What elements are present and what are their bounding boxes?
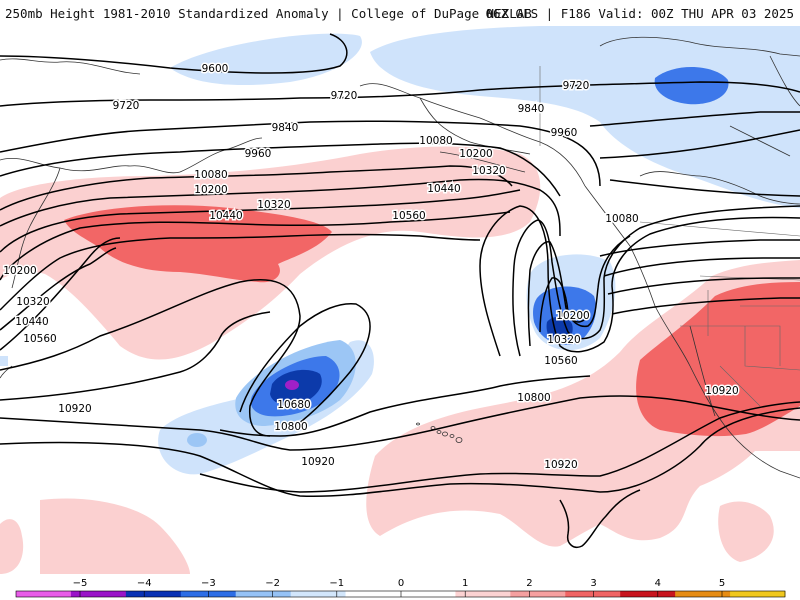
- contour-label-10680a: 10680: [277, 399, 310, 411]
- colorbar-swatch: [620, 591, 676, 597]
- colorbar-swatch: [290, 591, 347, 597]
- colorbar-tick-label: −1: [329, 578, 344, 589]
- contour-label-10200a: 10200: [194, 184, 227, 196]
- contour-label-10560c: 10560: [544, 355, 577, 367]
- colorbar-tick-label: 1: [462, 578, 468, 589]
- contour-label-9600a: 9600: [202, 63, 229, 75]
- colorbar-swatch: [675, 591, 731, 597]
- contour-label-10440b: 10440: [427, 183, 460, 195]
- contour-label-10320d: 10320: [547, 334, 580, 346]
- negative-anomaly-fill: [0, 26, 800, 475]
- contour-label-10080a: 10080: [194, 169, 227, 181]
- contour-label-9840a: 9840: [272, 122, 299, 134]
- contour-label-9720b: 9720: [331, 90, 358, 102]
- header-bar: 250mb Height 1981-2010 Standardized Anom…: [0, 0, 800, 26]
- colorbar-swatch: [16, 591, 72, 597]
- colorbar-swatch: [730, 591, 786, 597]
- contour-label-9840b: 9840: [518, 103, 545, 115]
- header-run-info: 06Z GFS | F186 Valid: 00Z THU APR 03 202…: [485, 6, 794, 21]
- colorbar-swatch: [345, 591, 401, 597]
- colorbar: −5 −4 −3 −2 −1 0 1 2 3 4 5: [15, 578, 786, 598]
- colorbar-swatch: [565, 591, 621, 597]
- contour-label-10200b: 10200: [459, 148, 492, 160]
- colorbar-tick-label: −5: [73, 578, 88, 589]
- colorbar-tick-label: −4: [137, 578, 152, 589]
- colorbar-tick-label: −2: [265, 578, 280, 589]
- contour-label-10920b: 10920: [301, 456, 334, 468]
- colorbar-swatch: [125, 591, 182, 597]
- contour-label-10200d: 10200: [556, 310, 589, 322]
- contour-label-10560b: 10560: [23, 333, 56, 345]
- colorbar-swatch: [510, 591, 566, 597]
- colorbar-tick-label: 2: [526, 578, 532, 589]
- hawaii-islands: [416, 422, 463, 443]
- colorbar-tick-label: −3: [201, 578, 216, 589]
- contour-labels: 9600 9720 9720 9720 9840 9840 9960 9960 10080 100…: [2, 62, 740, 473]
- colorbar-swatches: [15, 590, 786, 598]
- contour-label-10800a: 10800: [274, 421, 307, 433]
- height-contours: [0, 33, 800, 548]
- contour-label-10320a: 10320: [257, 199, 290, 211]
- colorbar-tick-label: 0: [398, 578, 404, 589]
- contour-label-10560a: 10560: [392, 210, 425, 222]
- colorbar-swatch: [455, 591, 511, 597]
- contour-label-10920a: 10920: [58, 403, 91, 415]
- contour-label-9720a: 9720: [113, 100, 140, 112]
- contour-label-10920d: 10920: [705, 385, 738, 397]
- contour-label-10440a: 10440: [209, 210, 242, 222]
- colorbar-tick-label: 3: [590, 578, 596, 589]
- contour-label-10080c: 10080: [605, 213, 638, 225]
- colorbar-tick-label: 5: [719, 578, 725, 589]
- contour-label-9960a: 9960: [245, 148, 272, 160]
- colorbar-swatch: [400, 591, 456, 597]
- contour-label-10800b: 10800: [517, 392, 550, 404]
- colorbar-swatch: [235, 591, 292, 597]
- colorbar-outline: [15, 590, 786, 598]
- contour-label-10080b: 10080: [419, 135, 452, 147]
- contour-label-10320c: 10320: [16, 296, 49, 308]
- borders: [539, 66, 800, 407]
- colorbar-swatch: [70, 591, 127, 597]
- contour-label-9960b: 9960: [551, 127, 578, 139]
- colorbar-tick-labels: −5 −4 −3 −2 −1 0 1 2 3 4 5: [73, 578, 725, 597]
- contour-label-10440c: 10440: [15, 316, 48, 328]
- header-title: 250mb Height 1981-2010 Standardized Anom…: [5, 6, 532, 21]
- contour-label-10320b: 10320: [472, 165, 505, 177]
- contour-label-10920c: 10920: [544, 459, 577, 471]
- map-area: 9600 9720 9720 9720 9840 9840 9960 9960 10080 100…: [0, 26, 800, 574]
- colorbar-tick-label: 4: [655, 578, 661, 589]
- contour-label-10200c: 10200: [3, 265, 36, 277]
- contour-label-9720c: 9720: [563, 80, 590, 92]
